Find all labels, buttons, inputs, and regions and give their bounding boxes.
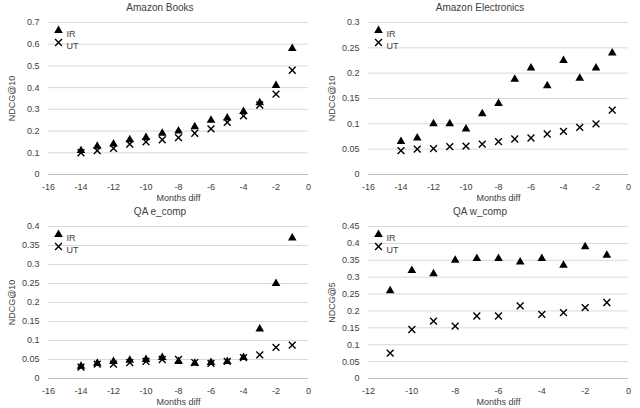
svg-text:IR: IR [387, 233, 397, 243]
svg-text:0.4: 0.4 [27, 83, 40, 93]
svg-text:-2: -2 [592, 182, 600, 192]
svg-text:0: 0 [626, 386, 631, 396]
svg-text:0: 0 [306, 182, 311, 192]
svg-text:Months diff: Months diff [477, 193, 521, 203]
svg-text:Months diff: Months diff [157, 397, 201, 407]
svg-text:0.05: 0.05 [342, 144, 360, 154]
svg-text:-16: -16 [42, 386, 55, 396]
svg-text:Months diff: Months diff [477, 397, 521, 407]
svg-text:0.25: 0.25 [342, 289, 360, 299]
svg-text:IR: IR [67, 29, 77, 39]
svg-text:0.2: 0.2 [27, 126, 40, 136]
svg-text:-2: -2 [272, 386, 280, 396]
svg-text:NDCG@5: NDCG@5 [327, 282, 337, 323]
svg-text:-6: -6 [527, 182, 535, 192]
svg-text:0.1: 0.1 [27, 335, 40, 345]
svg-text:-8: -8 [174, 386, 182, 396]
svg-text:0.1: 0.1 [27, 148, 40, 158]
svg-text:IR: IR [387, 29, 397, 39]
svg-text:-2: -2 [272, 182, 280, 192]
svg-text:UT: UT [67, 41, 79, 51]
svg-text:-12: -12 [107, 182, 120, 192]
svg-text:0.2: 0.2 [347, 68, 360, 78]
svg-text:0.45: 0.45 [342, 221, 360, 231]
svg-text:0.05: 0.05 [22, 354, 40, 364]
svg-text:-6: -6 [494, 386, 502, 396]
svg-text:-8: -8 [494, 182, 502, 192]
svg-text:0: 0 [354, 373, 359, 383]
svg-text:-14: -14 [74, 386, 87, 396]
svg-text:0: 0 [626, 182, 631, 192]
svg-text:0.2: 0.2 [27, 297, 40, 307]
svg-text:0.2: 0.2 [347, 306, 360, 316]
svg-text:IR: IR [67, 233, 77, 243]
svg-text:0: 0 [34, 373, 39, 383]
svg-text:-14: -14 [74, 182, 87, 192]
svg-text:0.1: 0.1 [347, 340, 360, 350]
html-text:Amazon Books: Amazon Books [126, 2, 194, 13]
svg-text:0.3: 0.3 [27, 104, 40, 114]
svg-text:0: 0 [354, 169, 359, 179]
svg-text:0.25: 0.25 [342, 43, 360, 53]
svg-text:0: 0 [34, 169, 39, 179]
svg-text:NDCG@10: NDCG@10 [7, 280, 17, 326]
svg-text:UT: UT [387, 245, 399, 255]
svg-text:0.7: 0.7 [27, 17, 40, 27]
svg-text:0.3: 0.3 [347, 272, 360, 282]
svg-text:0.3: 0.3 [347, 17, 360, 27]
svg-text:UT: UT [67, 245, 79, 255]
svg-text:0.15: 0.15 [342, 323, 360, 333]
svg-text:-10: -10 [459, 182, 472, 192]
svg-text:-8: -8 [174, 182, 182, 192]
html-text:Amazon Electronics: Amazon Electronics [435, 2, 525, 13]
svg-text:-10: -10 [139, 182, 152, 192]
svg-text:0.35: 0.35 [342, 255, 360, 265]
svg-text:-4: -4 [239, 386, 247, 396]
svg-text:0.6: 0.6 [27, 39, 40, 49]
svg-text:-16: -16 [42, 182, 55, 192]
svg-text:-6: -6 [207, 182, 215, 192]
svg-text:-4: -4 [538, 386, 546, 396]
svg-text:0.35: 0.35 [22, 240, 40, 250]
svg-text:-16: -16 [362, 182, 375, 192]
svg-text:0.15: 0.15 [342, 93, 360, 103]
svg-text:-8: -8 [451, 386, 459, 396]
svg-text:-12: -12 [107, 386, 120, 396]
svg-text:0.4: 0.4 [27, 221, 40, 231]
html-text:QA e_comp: QA e_comp [133, 206, 187, 217]
svg-text:-12: -12 [427, 182, 440, 192]
svg-text:NDCG@10: NDCG@10 [327, 76, 337, 122]
svg-text:-2: -2 [581, 386, 589, 396]
svg-text:0.4: 0.4 [347, 238, 360, 248]
svg-text:-4: -4 [559, 182, 567, 192]
svg-text:NDCG@10: NDCG@10 [7, 76, 17, 122]
svg-text:-4: -4 [239, 182, 247, 192]
svg-text:0.5: 0.5 [27, 61, 40, 71]
svg-text:-14: -14 [394, 182, 407, 192]
svg-text:0.05: 0.05 [342, 356, 360, 366]
svg-text:0.3: 0.3 [27, 259, 40, 269]
svg-text:0: 0 [306, 386, 311, 396]
svg-text:-10: -10 [405, 386, 418, 396]
html-text:QA w_comp: QA w_comp [453, 206, 507, 217]
svg-text:-10: -10 [139, 386, 152, 396]
svg-text:-6: -6 [207, 386, 215, 396]
svg-text:0.25: 0.25 [22, 278, 40, 288]
svg-text:0.15: 0.15 [22, 316, 40, 326]
svg-text:UT: UT [387, 41, 399, 51]
svg-text:Months diff: Months diff [157, 193, 201, 203]
svg-text:0.1: 0.1 [347, 119, 360, 129]
svg-text:-12: -12 [362, 386, 375, 396]
